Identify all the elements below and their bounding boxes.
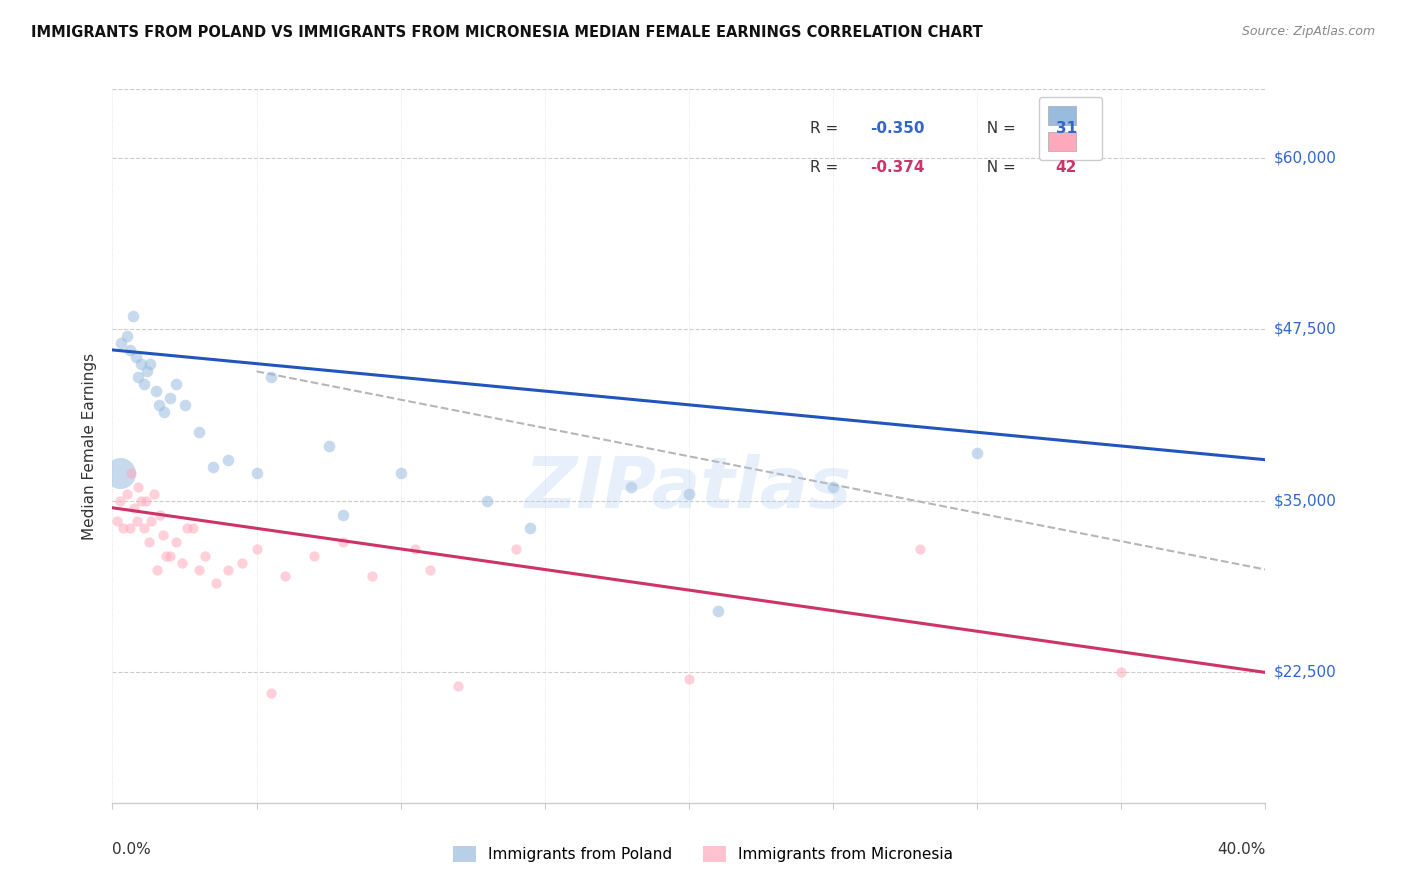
Point <box>304 549 326 563</box>
Y-axis label: Median Female Earnings: Median Female Earnings <box>82 352 97 540</box>
Point <box>134 377 156 392</box>
Legend:  ,  : , <box>1039 97 1102 160</box>
Point <box>122 500 145 515</box>
Point <box>108 467 131 481</box>
Point <box>108 494 131 508</box>
Point <box>118 343 141 357</box>
Point <box>188 425 211 440</box>
Text: $47,500: $47,500 <box>1274 322 1337 337</box>
Point <box>135 494 157 508</box>
Point <box>121 309 143 323</box>
Point <box>318 439 340 453</box>
Point <box>966 446 988 460</box>
Point <box>118 521 141 535</box>
Point <box>124 350 146 364</box>
Text: R =: R = <box>810 121 844 136</box>
Point <box>205 576 228 591</box>
Point <box>620 480 643 494</box>
Text: R =: R = <box>810 161 844 175</box>
Point <box>111 521 134 535</box>
Point <box>146 562 169 576</box>
Text: 31: 31 <box>1056 121 1077 136</box>
Text: N =: N = <box>977 121 1021 136</box>
Point <box>1111 665 1133 680</box>
Point <box>165 535 187 549</box>
Point <box>217 562 239 576</box>
Point <box>908 541 931 556</box>
Point <box>153 405 176 419</box>
Point <box>188 562 211 576</box>
Text: IMMIGRANTS FROM POLAND VS IMMIGRANTS FROM MICRONESIA MEDIAN FEMALE EARNINGS CORR: IMMIGRANTS FROM POLAND VS IMMIGRANTS FRO… <box>31 25 983 40</box>
Point <box>678 487 700 501</box>
Point <box>110 336 132 351</box>
Legend: Immigrants from Poland, Immigrants from Micronesia: Immigrants from Poland, Immigrants from … <box>447 840 959 868</box>
Point <box>148 398 170 412</box>
Point <box>519 521 541 535</box>
Point <box>129 494 153 508</box>
Text: $60,000: $60,000 <box>1274 151 1337 165</box>
Point <box>155 549 177 563</box>
Point <box>127 480 149 494</box>
Point <box>105 515 128 529</box>
Point <box>141 515 163 529</box>
Point <box>260 686 283 700</box>
Point <box>120 467 142 481</box>
Text: 42: 42 <box>1056 161 1077 175</box>
Point <box>274 569 297 583</box>
Point <box>217 452 239 467</box>
Point <box>145 384 167 398</box>
Point <box>419 562 441 576</box>
Point <box>246 541 269 556</box>
Point <box>138 535 160 549</box>
Point <box>505 541 527 556</box>
Point <box>139 357 162 371</box>
Point <box>477 494 499 508</box>
Point <box>159 391 181 405</box>
Text: 40.0%: 40.0% <box>1218 842 1265 857</box>
Point <box>404 541 426 556</box>
Point <box>134 521 156 535</box>
Point <box>149 508 172 522</box>
Point <box>447 679 470 693</box>
Text: $35,000: $35,000 <box>1274 493 1337 508</box>
Text: -0.374: -0.374 <box>870 161 925 175</box>
Point <box>389 467 412 481</box>
Text: -0.350: -0.350 <box>870 121 925 136</box>
Point <box>159 549 181 563</box>
Point <box>173 398 195 412</box>
Point <box>231 556 253 570</box>
Point <box>202 459 225 474</box>
Point <box>176 521 198 535</box>
Point <box>361 569 384 583</box>
Point <box>115 329 138 343</box>
Point <box>821 480 844 494</box>
Point <box>707 604 730 618</box>
Point <box>115 487 138 501</box>
Point <box>127 370 149 384</box>
Point <box>136 363 159 377</box>
Point <box>194 549 217 563</box>
Text: 0.0%: 0.0% <box>112 842 152 857</box>
Point <box>181 521 204 535</box>
Point <box>129 357 153 371</box>
Point <box>125 515 148 529</box>
Point <box>152 528 174 542</box>
Text: N =: N = <box>977 161 1021 175</box>
Point <box>332 535 354 549</box>
Point <box>260 370 283 384</box>
Point <box>332 508 354 522</box>
Point <box>143 487 166 501</box>
Point <box>678 673 700 687</box>
Text: ZIPatlas: ZIPatlas <box>526 454 852 524</box>
Point <box>165 377 187 392</box>
Point <box>170 556 193 570</box>
Text: $22,500: $22,500 <box>1274 665 1337 680</box>
Text: Source: ZipAtlas.com: Source: ZipAtlas.com <box>1241 25 1375 38</box>
Point <box>246 467 269 481</box>
